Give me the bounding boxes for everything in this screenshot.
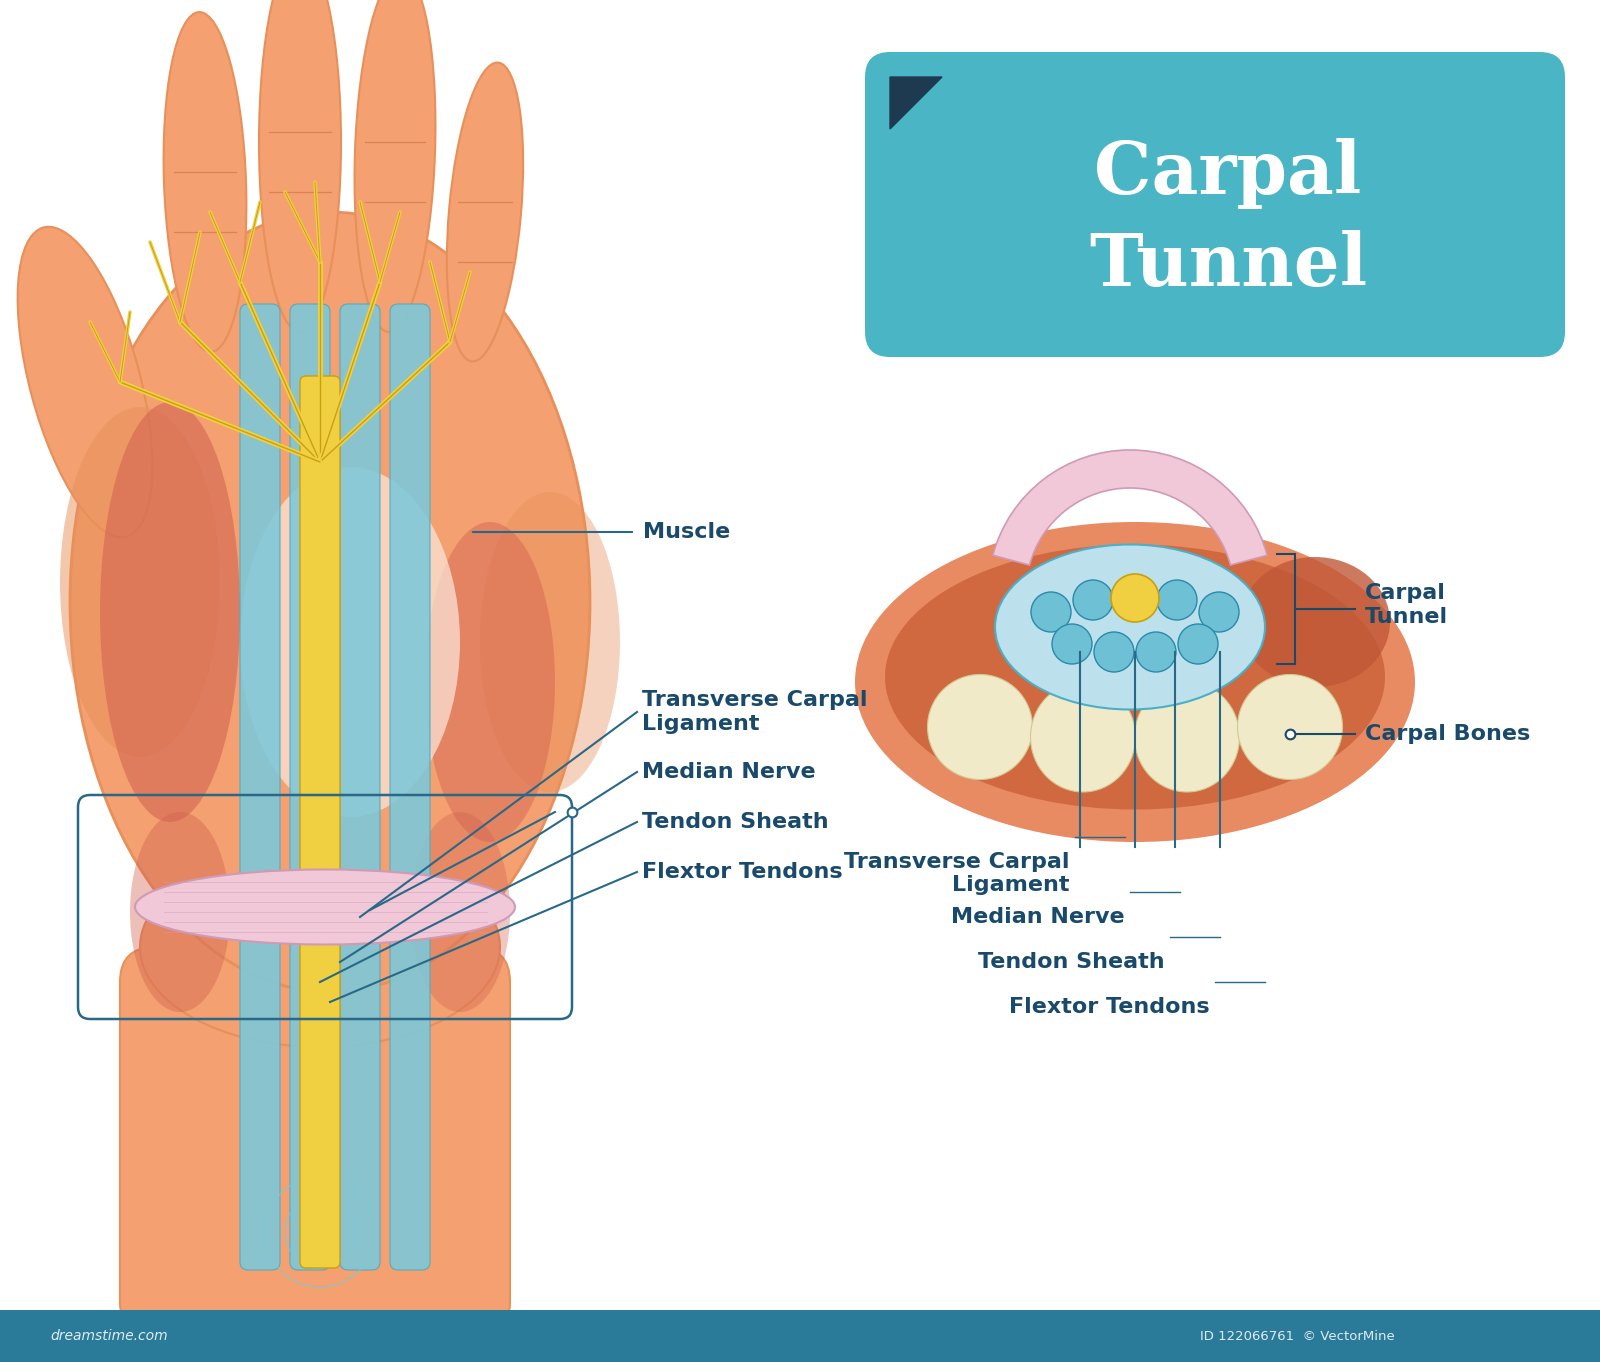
FancyBboxPatch shape bbox=[290, 304, 330, 1269]
Circle shape bbox=[1094, 632, 1134, 671]
Text: ID 122066761  © VectorMine: ID 122066761 © VectorMine bbox=[1200, 1329, 1395, 1343]
Text: Flextor Tendons: Flextor Tendons bbox=[642, 862, 843, 883]
Ellipse shape bbox=[1240, 557, 1390, 686]
FancyBboxPatch shape bbox=[0, 1310, 1600, 1362]
Ellipse shape bbox=[854, 522, 1414, 842]
Text: Median Nerve: Median Nerve bbox=[952, 907, 1125, 928]
Wedge shape bbox=[994, 449, 1267, 565]
Ellipse shape bbox=[134, 869, 515, 944]
FancyBboxPatch shape bbox=[390, 304, 430, 1269]
Ellipse shape bbox=[995, 545, 1266, 710]
Text: Carpal Bones: Carpal Bones bbox=[1365, 725, 1530, 744]
Circle shape bbox=[1198, 592, 1238, 632]
Text: dreamstime.com: dreamstime.com bbox=[50, 1329, 168, 1343]
Ellipse shape bbox=[141, 847, 499, 1047]
Ellipse shape bbox=[130, 812, 230, 1012]
Circle shape bbox=[1157, 580, 1197, 620]
Circle shape bbox=[1115, 576, 1155, 616]
Polygon shape bbox=[890, 78, 942, 129]
FancyBboxPatch shape bbox=[120, 947, 510, 1337]
Ellipse shape bbox=[1030, 682, 1136, 791]
FancyBboxPatch shape bbox=[301, 376, 339, 1268]
Text: Transverse Carpal
Ligament: Transverse Carpal Ligament bbox=[845, 853, 1070, 895]
Text: Muscle: Muscle bbox=[643, 522, 730, 542]
FancyBboxPatch shape bbox=[339, 304, 381, 1269]
Ellipse shape bbox=[885, 545, 1386, 809]
FancyBboxPatch shape bbox=[866, 52, 1565, 357]
Ellipse shape bbox=[61, 407, 221, 757]
Text: Median Nerve: Median Nerve bbox=[642, 761, 816, 782]
Text: Carpal: Carpal bbox=[1094, 139, 1362, 210]
Circle shape bbox=[1178, 624, 1218, 665]
Ellipse shape bbox=[355, 0, 435, 332]
Text: Carpal
Tunnel: Carpal Tunnel bbox=[1365, 583, 1448, 628]
Ellipse shape bbox=[426, 522, 555, 842]
Ellipse shape bbox=[1134, 682, 1240, 791]
Text: Tunnel: Tunnel bbox=[1090, 230, 1366, 301]
Ellipse shape bbox=[259, 0, 341, 332]
Text: Transverse Carpal
Ligament: Transverse Carpal Ligament bbox=[642, 691, 867, 734]
Ellipse shape bbox=[480, 492, 621, 791]
Text: Tendon Sheath: Tendon Sheath bbox=[978, 952, 1165, 972]
Ellipse shape bbox=[163, 12, 246, 351]
Text: Tendon Sheath: Tendon Sheath bbox=[642, 812, 829, 832]
Ellipse shape bbox=[70, 212, 590, 992]
Ellipse shape bbox=[240, 467, 461, 817]
Circle shape bbox=[1110, 573, 1158, 622]
FancyBboxPatch shape bbox=[240, 304, 280, 1269]
Ellipse shape bbox=[1237, 674, 1342, 779]
Ellipse shape bbox=[410, 812, 510, 1012]
Ellipse shape bbox=[446, 63, 523, 361]
Ellipse shape bbox=[928, 674, 1032, 779]
Ellipse shape bbox=[99, 402, 240, 823]
Text: Flextor Tendons: Flextor Tendons bbox=[1010, 997, 1210, 1017]
Circle shape bbox=[1074, 580, 1114, 620]
Ellipse shape bbox=[18, 227, 152, 537]
Circle shape bbox=[1136, 632, 1176, 671]
Circle shape bbox=[1030, 592, 1070, 632]
Circle shape bbox=[1053, 624, 1091, 665]
